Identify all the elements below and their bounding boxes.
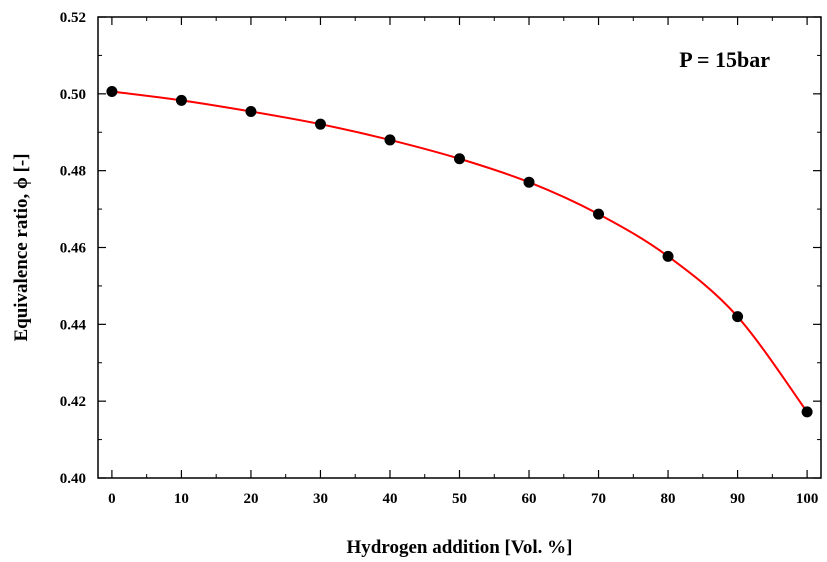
x-tick-label: 10 (174, 491, 189, 507)
x-tick-label: 0 (108, 491, 116, 507)
y-tick-label: 0.52 (60, 10, 86, 26)
pressure-annotation: P = 15bar (679, 47, 770, 72)
x-tick-label: 50 (452, 491, 467, 507)
x-tick-label: 80 (661, 491, 676, 507)
tick-labels: 0 10 20 30 40 50 60 70 80 90 100 0.40 0.42 0.44 0.46 0.… (60, 10, 819, 507)
data-point (662, 250, 674, 262)
data-point (314, 118, 326, 130)
data-point (801, 406, 813, 418)
y-tick-label: 0.42 (60, 394, 86, 410)
ticks (98, 16, 821, 479)
data-point (384, 134, 396, 146)
x-tick-label: 100 (796, 491, 819, 507)
plot-frame (97, 16, 822, 479)
y-axis-title: Equivalence ratio, ϕ [-] (11, 153, 32, 341)
y-tick-label: 0.50 (60, 87, 86, 103)
y-tick-label: 0.46 (60, 241, 87, 257)
x-tick-label: 70 (591, 491, 606, 507)
y-tick-label: 0.48 (60, 164, 86, 180)
data-point (523, 176, 535, 188)
data-point (593, 208, 605, 220)
x-tick-label: 40 (382, 491, 397, 507)
data-markers (106, 86, 813, 418)
x-tick-label: 60 (522, 491, 537, 507)
y-tick-label: 0.40 (60, 471, 86, 487)
data-point (245, 106, 257, 118)
y-tick-label: 0.44 (60, 317, 87, 333)
data-point (732, 311, 744, 323)
x-tick-label: 90 (730, 491, 745, 507)
x-tick-label: 30 (313, 491, 328, 507)
data-point (175, 94, 187, 106)
data-point (454, 153, 465, 165)
fit-curve (111, 90, 808, 413)
data-point (106, 86, 118, 98)
x-tick-label: 20 (243, 491, 258, 507)
x-axis-title: Hydrogen addition [Vol. %] (347, 537, 573, 558)
